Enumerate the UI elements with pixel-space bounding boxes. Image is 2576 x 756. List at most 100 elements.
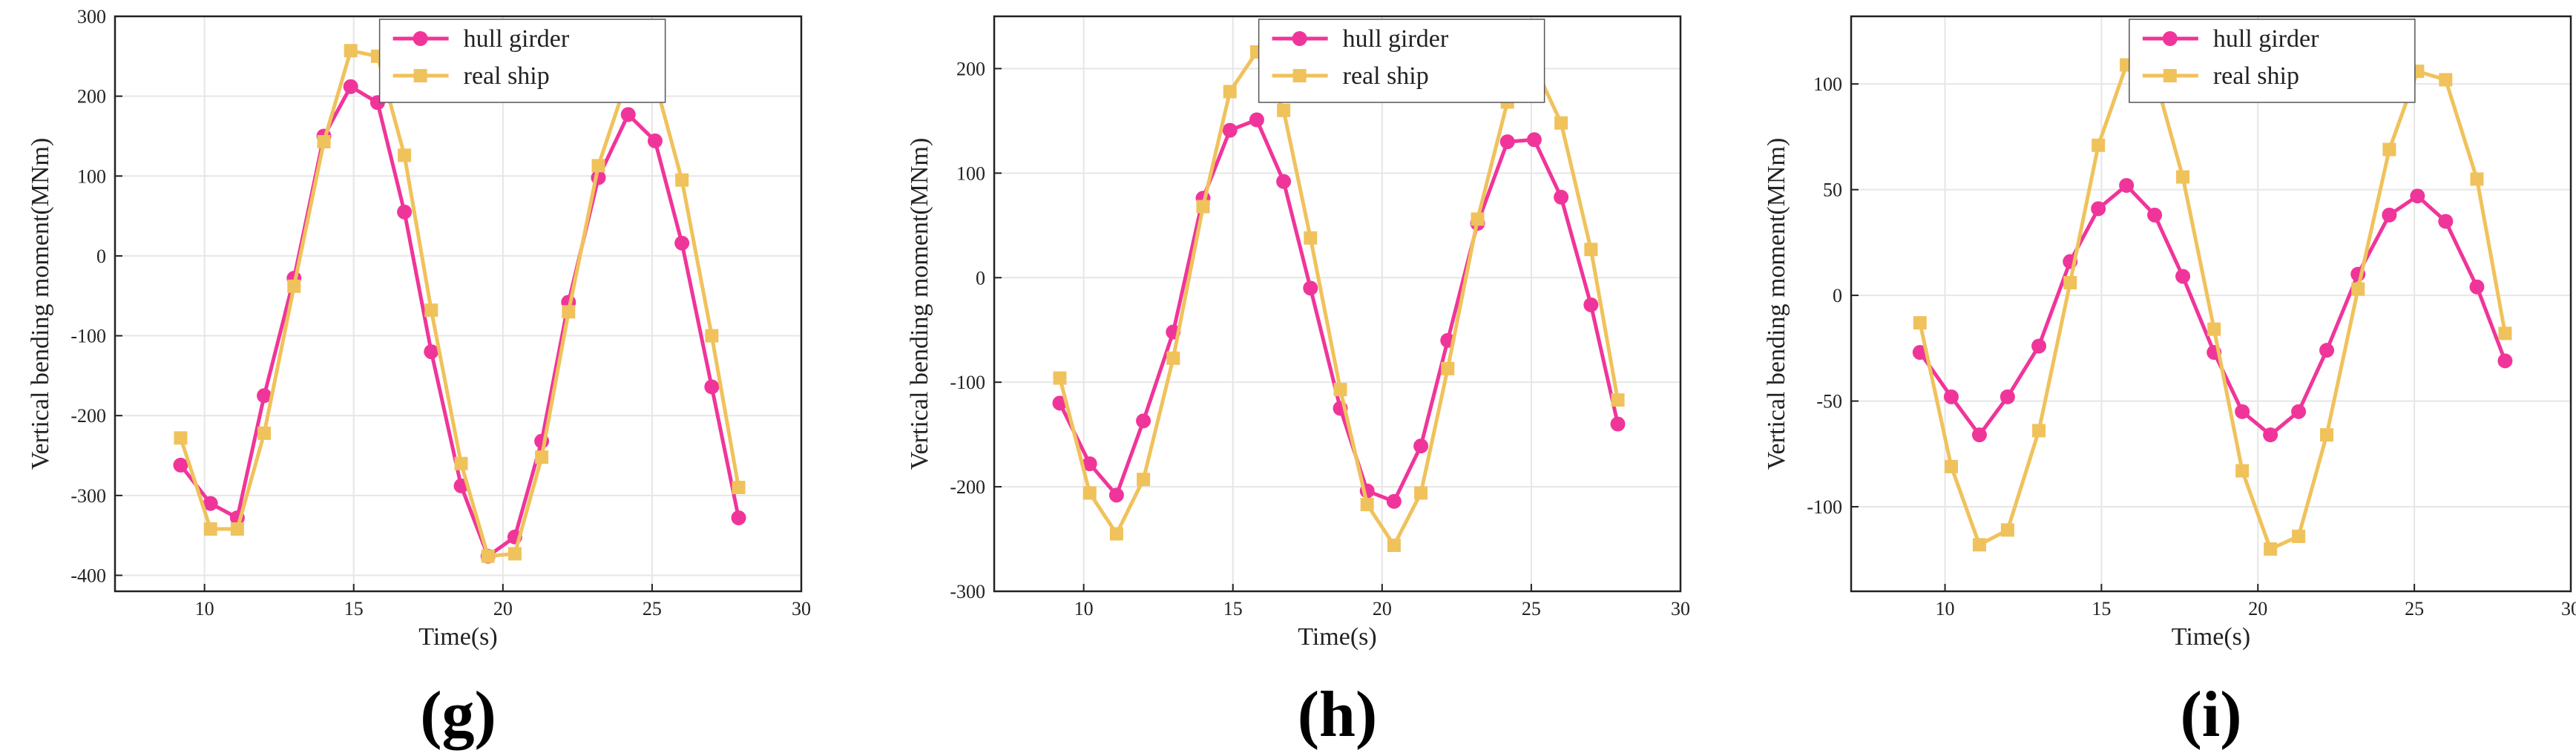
real-ship-point <box>2498 326 2512 341</box>
real-ship-point <box>344 44 358 58</box>
hull-girder-point <box>257 388 272 404</box>
real-ship-point <box>257 426 272 440</box>
legend-label-ship: real ship <box>464 62 550 90</box>
hull-girder-point <box>1912 345 1928 361</box>
chart-panel-2: 10 15 20 25 30 -300 -200 -100 0 100 200 Time(s) Vert… <box>906 15 1690 751</box>
real-ship-point <box>174 431 188 445</box>
hull-girder-point <box>674 235 690 251</box>
real-ship-point <box>1109 527 1123 541</box>
real-ship-point <box>2032 424 2046 438</box>
y-tick-label: -100 <box>1807 496 1842 518</box>
x-tick-label: 30 <box>1671 598 1690 619</box>
hull-girder-point <box>731 510 746 525</box>
real-ship-point <box>1333 383 1347 397</box>
x-tick-label: 30 <box>2561 598 2576 619</box>
real-ship-point <box>2382 142 2396 157</box>
y-tick-label: 100 <box>77 165 106 187</box>
hull-girder-point <box>2000 389 2015 404</box>
real-ship-point <box>732 481 746 495</box>
real-ship-point <box>507 547 522 561</box>
real-ship-point <box>1304 231 1318 245</box>
hull-girder-line <box>1058 118 1620 504</box>
x-tick-label: 20 <box>1373 598 1392 619</box>
chart-panel-3: 10 15 20 25 30 -100 -50 0 50 100 Time(s) Vertical b… <box>1763 15 2576 751</box>
real-ship-point <box>1972 538 1986 552</box>
y-tick-label: 100 <box>956 162 985 184</box>
y-tick-label: -300 <box>70 485 106 507</box>
legend-box <box>1258 19 1545 103</box>
y-tick-label: -300 <box>950 581 985 602</box>
x-tick-label: 15 <box>344 598 364 619</box>
legend-box <box>2129 19 2416 103</box>
hull-girder-point <box>2263 427 2278 443</box>
real-ship-point <box>203 522 217 536</box>
real-ship-line <box>1058 50 1620 548</box>
x-tick-label: 25 <box>1522 598 1541 619</box>
legend-marker-square <box>1292 69 1307 82</box>
y-tick-label: 200 <box>956 58 985 79</box>
real-ship-point <box>2063 276 2077 290</box>
real-ship-point <box>2000 523 2014 537</box>
real-ship-point <box>1166 351 1180 365</box>
plot-frame <box>114 15 803 593</box>
real-ship-point <box>317 134 331 148</box>
real-ship-point <box>2207 322 2221 336</box>
panel-label: (g) <box>420 679 496 751</box>
y-tick-label: 200 <box>77 86 106 108</box>
hull-girder-point <box>2291 404 2307 419</box>
x-tick-label: 10 <box>1074 598 1094 619</box>
panel-label: (h) <box>1298 679 1378 751</box>
y-tick-label: -50 <box>1816 391 1842 412</box>
real-ship-point <box>1913 316 1927 330</box>
x-tick-label: 25 <box>643 598 662 619</box>
hull-girder-point <box>1583 297 1599 312</box>
legend-label-ship: real ship <box>2213 62 2299 90</box>
y-tick-label: -100 <box>70 326 106 347</box>
hull-girder-point <box>2235 404 2250 419</box>
real-ship-point <box>1137 473 1151 487</box>
real-ship-point <box>1554 116 1568 130</box>
legend-label-hull: hull girder <box>1343 25 1449 53</box>
y-tick-label: -100 <box>950 372 985 393</box>
y-tick-label: -400 <box>70 565 106 586</box>
x-tick-label: 15 <box>1223 598 1243 619</box>
hull-girder-point <box>1499 134 1515 150</box>
legend-marker-square <box>413 69 427 82</box>
hull-girder-point <box>1554 189 1569 205</box>
real-ship-point <box>2439 73 2453 87</box>
hull-girder-point <box>397 204 413 220</box>
real-ship-point <box>1944 459 1958 473</box>
real-ship-point <box>2470 172 2484 186</box>
y-axis-title: Vertical bending moment(MNm) <box>27 138 54 470</box>
real-ship-point <box>287 279 301 293</box>
hull-girder-point <box>1413 438 1429 454</box>
legend-label-hull: hull girder <box>464 25 570 53</box>
real-ship-point <box>591 159 605 173</box>
x-axis-title: Time(s) <box>418 623 497 651</box>
y-tick-label: 0 <box>1833 285 1842 306</box>
plot-frame <box>1850 15 2572 593</box>
real-ship-point <box>1277 103 1291 117</box>
real-ship-point <box>562 305 576 319</box>
legend-marker-circle <box>2162 31 2178 46</box>
y-tick-label: 100 <box>1813 73 1842 95</box>
x-tick-label: 20 <box>493 598 513 619</box>
real-ship-point <box>2176 170 2190 184</box>
real-ship-point <box>1611 393 1625 407</box>
legend-label-ship: real ship <box>1343 62 1429 90</box>
hull-girder-point <box>1108 487 1124 503</box>
hull-girder-point <box>1971 427 1987 443</box>
hull-girder-point <box>1303 280 1318 296</box>
hull-girder-point <box>1136 413 1151 429</box>
hull-girder-point <box>647 133 663 148</box>
real-ship-point <box>2235 464 2250 478</box>
real-ship-point <box>1196 200 1210 214</box>
y-axis-title: Vertical bending moment(MNm) <box>1763 138 1790 470</box>
hull-girder-point <box>704 379 720 395</box>
real-ship-point <box>2351 282 2365 296</box>
real-ship-point <box>1414 486 1428 500</box>
hull-girder-point <box>2031 338 2047 354</box>
hull-girder-point <box>1526 132 1542 148</box>
hull-girder-point <box>424 344 439 360</box>
